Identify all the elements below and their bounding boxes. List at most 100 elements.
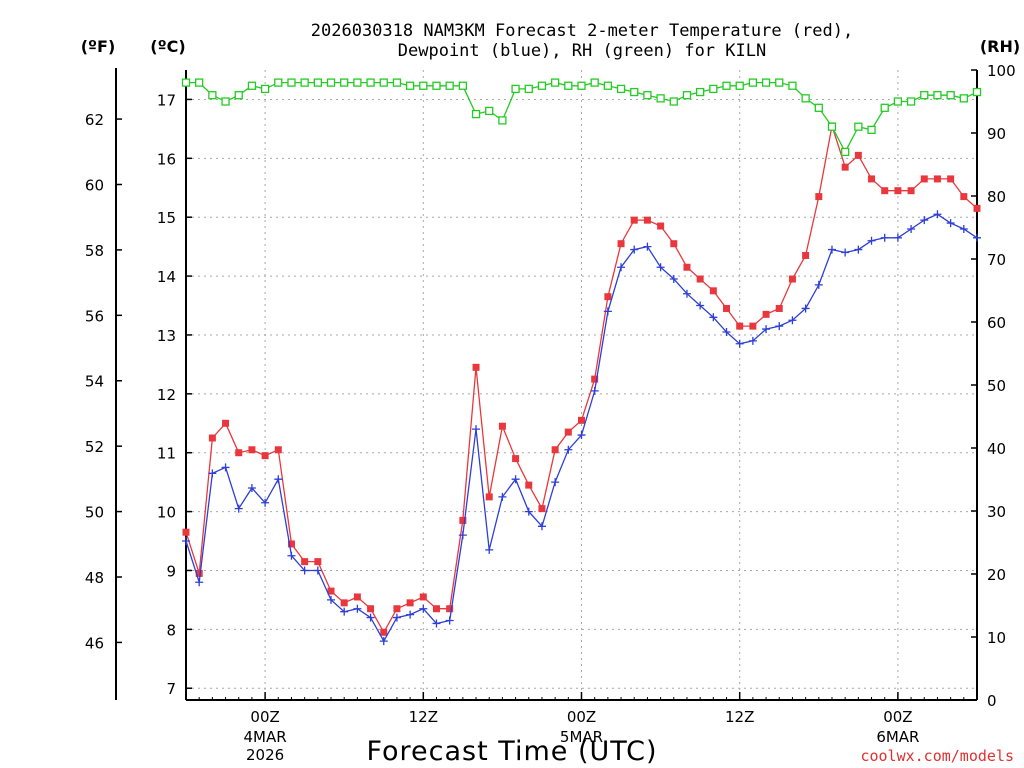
celsius-tick-label: 12 — [157, 386, 176, 404]
rh-point — [735, 81, 744, 90]
temperature-point — [749, 322, 757, 330]
chart-title-line-2: Dewpoint (blue), RH (green) for KILN — [398, 41, 766, 61]
temperature-point — [538, 505, 546, 513]
temperature-point — [248, 446, 256, 454]
dewpoint-point — [643, 242, 652, 251]
rh-point — [326, 78, 336, 87]
dewpoint-point — [340, 607, 349, 616]
dewpoint-point — [564, 445, 573, 454]
temperature-point — [657, 222, 665, 230]
x-tick-date-label: 4MAR — [244, 728, 287, 746]
rh-tick-label: 80 — [987, 188, 1006, 206]
rh-point — [379, 78, 388, 87]
rh-point — [498, 116, 507, 125]
temperature-point — [353, 593, 361, 601]
rh-tick-label: 50 — [987, 377, 1006, 395]
rh-series — [181, 78, 982, 157]
dewpoint-point — [722, 328, 731, 337]
temperature-point — [617, 240, 625, 248]
rh-point — [287, 78, 296, 87]
dewpoint-point — [603, 307, 612, 316]
rh-tick-label: 20 — [987, 566, 1006, 584]
temperature-point — [973, 204, 981, 212]
dewpoint-point — [682, 289, 691, 298]
dewpoint-point — [617, 263, 626, 272]
x-tick-label: 12Z — [725, 708, 754, 726]
dewpoint-point — [735, 339, 744, 348]
dewpoint-point — [696, 301, 705, 310]
temperature-point — [551, 446, 559, 454]
celsius-tick-label: 7 — [166, 680, 176, 698]
rh-point — [432, 81, 441, 90]
rh-point — [221, 97, 230, 106]
temperature-point — [367, 605, 375, 613]
dewpoint-point — [458, 531, 467, 540]
rh-point — [445, 81, 454, 90]
fahrenheit-tick-label: 54 — [85, 373, 104, 391]
dewpoint-point — [261, 498, 270, 507]
rh-point — [669, 97, 678, 106]
rh-point — [603, 81, 613, 90]
rh-point — [313, 78, 322, 87]
rh-point — [867, 125, 876, 134]
dewpoint-point — [907, 224, 916, 233]
temperature-point — [643, 216, 651, 224]
rh-point — [392, 78, 402, 87]
temperature-series — [182, 122, 981, 636]
fahrenheit-tick-label: 46 — [85, 634, 104, 652]
rh-point — [577, 81, 586, 90]
temperature-point — [512, 455, 520, 463]
temperature-point — [406, 599, 414, 607]
dewpoint-point — [445, 616, 454, 625]
rh-point — [946, 91, 955, 100]
rh-tick-label: 30 — [987, 503, 1006, 521]
dewpoint-point — [748, 336, 757, 345]
temperature-point — [920, 175, 928, 183]
temperature-point — [736, 322, 744, 330]
dewpoint-point — [511, 475, 520, 484]
rh-point — [300, 78, 309, 87]
temperature-point — [960, 193, 968, 201]
dewpoint-point — [524, 507, 533, 516]
dewpoint-point — [669, 275, 678, 284]
celsius-tick-label: 13 — [157, 327, 176, 345]
rh-point — [405, 81, 415, 90]
celsius-tick-label: 14 — [157, 268, 176, 286]
dewpoint-point — [788, 316, 797, 325]
dewpoint-point — [221, 463, 230, 472]
rh-point — [722, 81, 731, 90]
temperature-point — [208, 434, 216, 442]
dewpoint-point — [247, 484, 256, 493]
rh-tick-label: 10 — [987, 629, 1006, 647]
rh-point — [643, 91, 652, 100]
temperature-point — [775, 304, 783, 312]
x-tick-label: 00Z — [567, 708, 596, 726]
temperature-point — [907, 187, 915, 195]
dewpoint-point — [801, 304, 810, 313]
temperature-point — [182, 528, 190, 536]
temperature-point — [327, 587, 335, 595]
rh-tick-label: 90 — [987, 125, 1006, 143]
temperature-point — [947, 175, 955, 183]
rh-point — [524, 84, 533, 94]
rh-point — [959, 94, 968, 103]
dewpoint-point — [208, 469, 217, 478]
temperature-point — [933, 175, 941, 183]
temperature-point — [485, 493, 493, 501]
dewpoint-point — [537, 522, 546, 531]
dewpoint-point — [274, 475, 283, 484]
dewpoint-point — [920, 216, 929, 225]
dewpoint-point — [854, 245, 863, 254]
rh-point — [616, 84, 626, 94]
temperature-point — [815, 193, 823, 201]
dewpoint-point — [841, 248, 850, 257]
axes — [115, 68, 978, 701]
dewpoint-point — [551, 478, 560, 487]
temperature-point — [472, 363, 480, 371]
fahrenheit-tick-label: 62 — [85, 111, 104, 129]
gridlines — [186, 70, 977, 700]
dewpoint-point — [234, 504, 243, 513]
temperature-point — [670, 240, 678, 248]
temperature-point — [709, 287, 717, 295]
rh-unit-label: (RH) — [980, 37, 1020, 56]
